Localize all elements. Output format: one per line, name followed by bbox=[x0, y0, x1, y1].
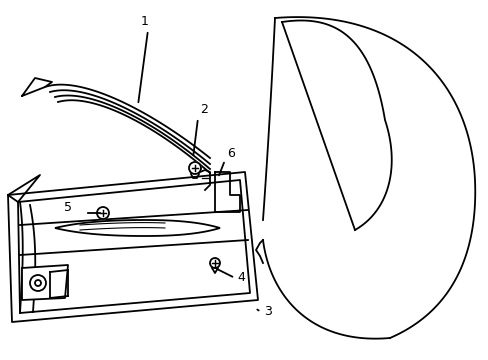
Circle shape bbox=[30, 275, 46, 291]
Text: 5: 5 bbox=[64, 201, 72, 214]
Polygon shape bbox=[8, 172, 258, 322]
Text: 1: 1 bbox=[141, 15, 149, 28]
Polygon shape bbox=[263, 17, 474, 339]
Polygon shape bbox=[215, 172, 240, 212]
Circle shape bbox=[189, 162, 201, 174]
Circle shape bbox=[97, 207, 109, 219]
Polygon shape bbox=[55, 220, 220, 236]
Text: 6: 6 bbox=[226, 147, 234, 160]
Text: 3: 3 bbox=[264, 305, 271, 318]
Circle shape bbox=[209, 258, 220, 268]
Polygon shape bbox=[18, 180, 249, 313]
Polygon shape bbox=[45, 85, 209, 173]
Polygon shape bbox=[22, 265, 68, 300]
Text: 2: 2 bbox=[200, 103, 207, 116]
Text: 4: 4 bbox=[237, 271, 244, 284]
Polygon shape bbox=[22, 78, 52, 96]
